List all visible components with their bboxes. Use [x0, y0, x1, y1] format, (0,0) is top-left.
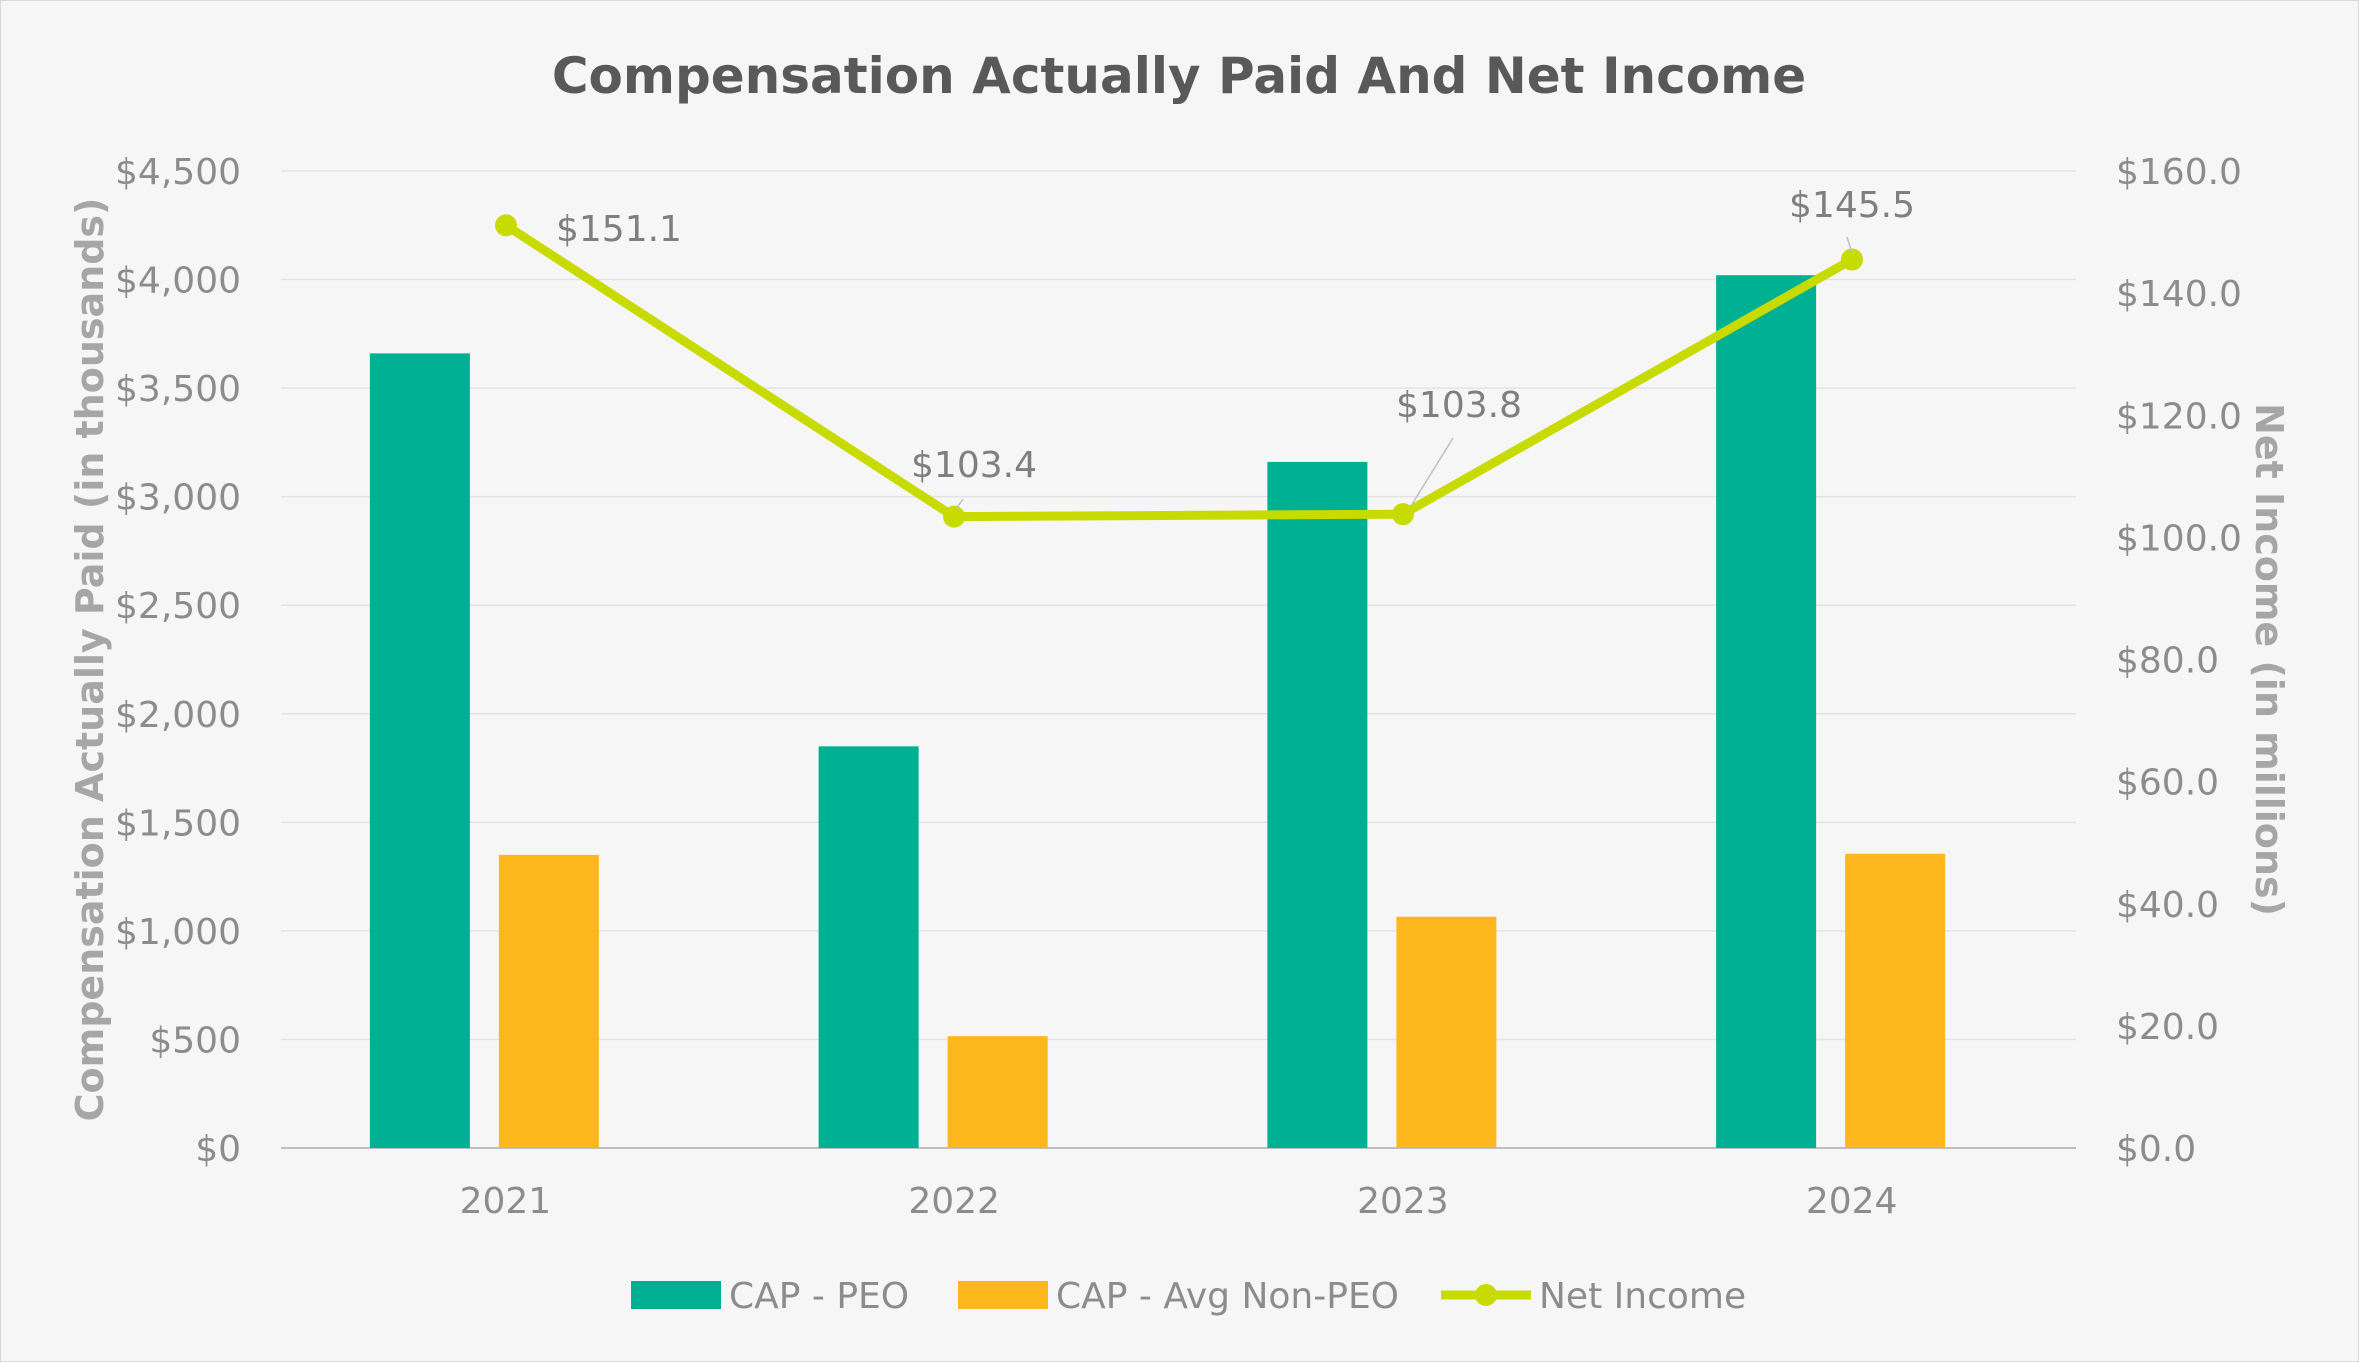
net-income-data-label: $103.8 [1396, 385, 1522, 426]
x-tick-label: 2022 [908, 1181, 1000, 1222]
data-label-leader [1410, 437, 1454, 507]
legend-label-cap-peo: CAP - PEO [729, 1276, 909, 1317]
net-income-data-label: $151.1 [556, 209, 682, 250]
bar-cap-avg-non-peo-2022 [947, 1036, 1048, 1148]
bar-cap-peo-2022 [818, 746, 919, 1148]
chart-title: Compensation Actually Paid And Net Incom… [552, 47, 1806, 105]
legend-swatch-cap-avg-non-peo [958, 1281, 1048, 1309]
y-right-tick-label: $160.0 [2116, 152, 2242, 193]
bar-cap-avg-non-peo-2024 [1845, 853, 1946, 1148]
y-right-tick-label: $0.0 [2116, 1129, 2196, 1170]
y-right-tick-label: $40.0 [2116, 885, 2219, 926]
net-income-data-label: $145.5 [1789, 185, 1915, 226]
y-left-tick-label: $4,000 [115, 261, 241, 302]
x-tick-label: 2023 [1357, 1181, 1449, 1222]
x-tick-label: 2021 [460, 1181, 552, 1222]
y-left-tick-label: $2,000 [115, 695, 241, 736]
y-left-tick-label: $2,500 [115, 586, 241, 627]
net-income-data-label: $103.4 [911, 445, 1037, 486]
y-left-axis-title: Compensation Actually Paid (in thousands… [68, 198, 112, 1122]
x-tick-label: 2024 [1806, 1181, 1898, 1222]
y-right-tick-label: $60.0 [2116, 763, 2219, 804]
y-right-tick-label: $100.0 [2116, 518, 2242, 559]
y-left-tick-label: $1,000 [115, 912, 241, 953]
net-income-marker-2024 [1841, 248, 1863, 271]
bar-cap-peo-2024 [1716, 275, 1817, 1148]
y-left-tick-label: $1,500 [115, 803, 241, 844]
legend-swatch-cap-peo [631, 1281, 721, 1309]
legend-swatch-net-income-marker [1475, 1284, 1497, 1306]
y-right-tick-label: $20.0 [2116, 1007, 2219, 1048]
y-right-tick-label: $80.0 [2116, 641, 2219, 682]
y-right-tick-label: $140.0 [2116, 274, 2242, 315]
legend-label-cap-avg-non-peo: CAP - Avg Non-PEO [1056, 1276, 1399, 1317]
data-label-leader [1846, 236, 1853, 254]
net-income-marker-2022 [943, 505, 965, 528]
y-left-tick-label: $0 [195, 1129, 241, 1170]
net-income-marker-2021 [495, 214, 517, 237]
net-income-line [503, 221, 1855, 522]
legend-label-net-income: Net Income [1539, 1276, 1746, 1317]
net-income-marker-2023 [1392, 503, 1414, 526]
y-left-tick-label: $4,500 [115, 152, 241, 193]
bar-cap-peo-2023 [1267, 461, 1368, 1148]
y-left-tick-label: $500 [149, 1020, 241, 1061]
bar-cap-avg-non-peo-2023 [1396, 916, 1497, 1148]
bar-cap-peo-2021 [369, 353, 470, 1149]
y-left-tick-label: $3,500 [115, 369, 241, 410]
bar-cap-avg-non-peo-2021 [498, 854, 599, 1148]
y-right-tick-label: $120.0 [2116, 396, 2242, 437]
y-left-tick-label: $3,000 [115, 478, 241, 519]
data-label-leader [955, 498, 964, 510]
y-right-axis-title: Net Income (in millions) [2247, 403, 2291, 916]
